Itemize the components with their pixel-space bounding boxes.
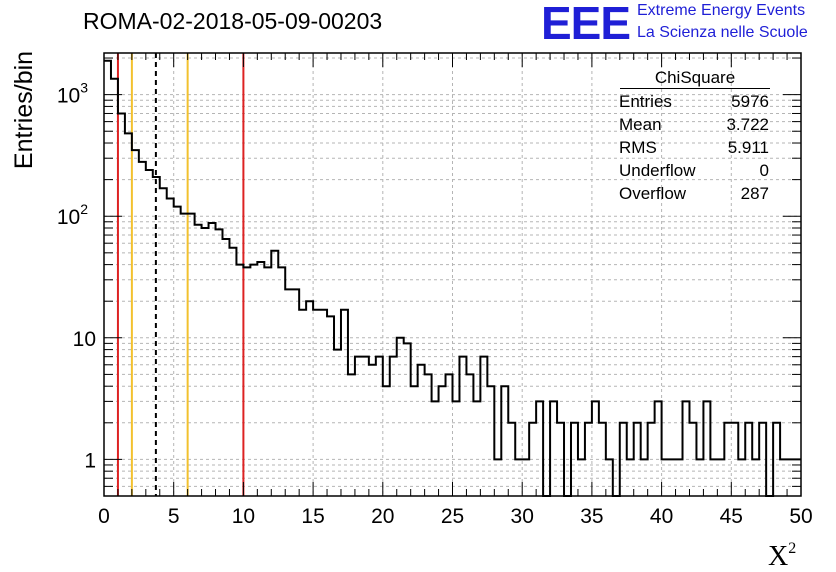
stat-value: 5.911 <box>727 138 769 157</box>
tick-labels: 0 5 10 15 20 25 30 35 40 45 50 1 10 102 103 <box>57 80 813 528</box>
x-tick-label: 35 <box>580 505 603 528</box>
x-axis-label: X2 <box>768 540 796 572</box>
eee-logo: EEE <box>541 0 631 49</box>
x-tick-label: 45 <box>720 505 743 528</box>
stat-label: Mean <box>619 115 662 134</box>
axes <box>103 53 802 497</box>
plot-title: ROMA-02-2018-05-09-00203 <box>83 8 383 34</box>
plot-frame <box>103 52 802 497</box>
x-tick-label: 20 <box>371 505 394 528</box>
stat-label: Overflow <box>619 184 687 203</box>
stats-title: ChiSquare <box>654 68 736 87</box>
logo-tagline-1: Extreme Energy Events <box>637 2 806 19</box>
x-tick-label: 50 <box>789 505 812 528</box>
stats-title-underline <box>620 88 770 89</box>
x-tick-label: 15 <box>301 505 324 528</box>
x-tick-label: 10 <box>232 505 255 528</box>
logo-tagline-2: La Scienza nelle Scuole <box>637 24 808 41</box>
stat-row-entries: Entries 5976 <box>614 90 772 113</box>
stat-label: Underflow <box>619 161 696 180</box>
y-axis-label: Entries/bin <box>10 51 38 169</box>
stat-value: 287 <box>740 184 769 203</box>
marker-lines <box>116 53 245 496</box>
stat-row-overflow: Overflow 287 <box>614 182 772 205</box>
stats-box: ChiSquare Entries 5976 Mean 3.722 RMS 5.911… <box>614 68 772 205</box>
y-tick-label: 10 <box>73 328 96 351</box>
stat-row-mean: Mean 3.722 <box>614 113 772 136</box>
stat-row-underflow: Underflow 0 <box>614 159 772 182</box>
stat-value: 3.722 <box>726 115 769 134</box>
x-tick-label: 40 <box>650 505 673 528</box>
histogram-line <box>104 59 801 497</box>
stat-label: Entries <box>619 92 672 111</box>
stat-label: RMS <box>619 138 657 157</box>
y-tick-label: 1 <box>84 449 96 472</box>
x-tick-label: 30 <box>511 505 534 528</box>
y-tick-label: 103 <box>57 80 88 108</box>
x-tick-label: 5 <box>168 505 180 528</box>
x-tick-label: 25 <box>441 505 464 528</box>
stat-value: 0 <box>759 161 769 180</box>
x-tick-label: 0 <box>98 505 110 528</box>
stat-row-rms: RMS 5.911 <box>614 136 772 159</box>
stat-value: 5976 <box>731 92 769 111</box>
y-tick-label: 102 <box>57 201 88 229</box>
